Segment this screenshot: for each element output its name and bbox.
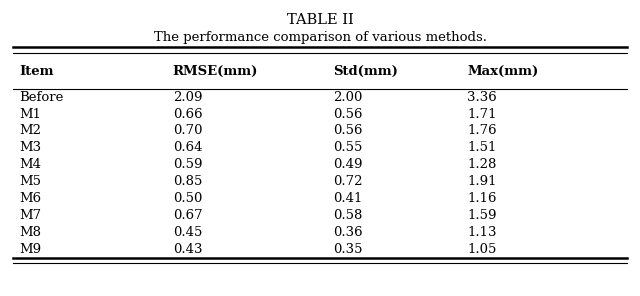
Text: 1.16: 1.16 — [467, 192, 497, 205]
Text: 0.49: 0.49 — [333, 158, 362, 171]
Text: 0.41: 0.41 — [333, 192, 362, 205]
Text: 1.71: 1.71 — [467, 108, 497, 120]
Text: M4: M4 — [19, 158, 41, 171]
Text: 0.64: 0.64 — [173, 141, 202, 154]
Text: 0.70: 0.70 — [173, 125, 202, 137]
Text: M3: M3 — [19, 141, 42, 154]
Text: M1: M1 — [19, 108, 41, 120]
Text: 0.59: 0.59 — [173, 158, 202, 171]
Text: 1.76: 1.76 — [467, 125, 497, 137]
Text: 0.67: 0.67 — [173, 209, 202, 222]
Text: 3.36: 3.36 — [467, 91, 497, 104]
Text: 0.58: 0.58 — [333, 209, 362, 222]
Text: 1.05: 1.05 — [467, 243, 497, 255]
Text: 0.72: 0.72 — [333, 175, 362, 188]
Text: 0.85: 0.85 — [173, 175, 202, 188]
Text: 0.56: 0.56 — [333, 108, 362, 120]
Text: Before: Before — [19, 91, 63, 104]
Text: 0.66: 0.66 — [173, 108, 202, 120]
Text: 0.56: 0.56 — [333, 125, 362, 137]
Text: Std(mm): Std(mm) — [333, 65, 397, 78]
Text: TABLE II: TABLE II — [287, 13, 353, 27]
Text: 0.45: 0.45 — [173, 226, 202, 239]
Text: 1.59: 1.59 — [467, 209, 497, 222]
Text: 0.55: 0.55 — [333, 141, 362, 154]
Text: 1.28: 1.28 — [467, 158, 497, 171]
Text: 2.09: 2.09 — [173, 91, 202, 104]
Text: 1.13: 1.13 — [467, 226, 497, 239]
Text: M6: M6 — [19, 192, 42, 205]
Text: Max(mm): Max(mm) — [467, 65, 538, 78]
Text: 0.36: 0.36 — [333, 226, 362, 239]
Text: M7: M7 — [19, 209, 42, 222]
Text: 0.50: 0.50 — [173, 192, 202, 205]
Text: 2.00: 2.00 — [333, 91, 362, 104]
Text: Item: Item — [19, 65, 54, 78]
Text: M5: M5 — [19, 175, 41, 188]
Text: M2: M2 — [19, 125, 41, 137]
Text: 0.43: 0.43 — [173, 243, 202, 255]
Text: 1.51: 1.51 — [467, 141, 497, 154]
Text: 0.35: 0.35 — [333, 243, 362, 255]
Text: M8: M8 — [19, 226, 41, 239]
Text: The performance comparison of various methods.: The performance comparison of various me… — [154, 31, 486, 44]
Text: 1.91: 1.91 — [467, 175, 497, 188]
Text: M9: M9 — [19, 243, 42, 255]
Text: RMSE(mm): RMSE(mm) — [173, 65, 258, 78]
